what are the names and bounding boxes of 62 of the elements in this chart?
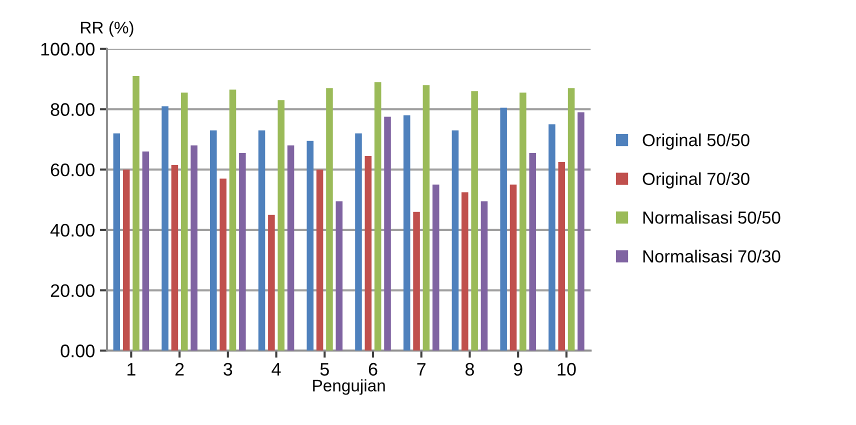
legend-label: Normalisasi 70/30 <box>643 250 780 263</box>
bar <box>510 184 517 351</box>
bar <box>336 201 343 351</box>
legend-label: Original 70/30 <box>642 172 750 188</box>
bar <box>132 76 140 351</box>
bar <box>452 130 459 351</box>
x-tick-label: 9 <box>514 362 522 376</box>
bar <box>258 130 266 351</box>
bar <box>326 88 333 351</box>
x-tick-label: 1 <box>128 363 136 376</box>
bar <box>355 133 362 351</box>
bar <box>180 92 188 351</box>
bar <box>278 100 284 351</box>
y-tick-label: 100.00 <box>41 42 94 56</box>
x-tick-label: 5 <box>320 363 329 376</box>
y-tick-label: 60.00 <box>50 164 94 176</box>
bar <box>268 214 275 351</box>
legend-label: Normalisasi 50/50 <box>643 211 780 224</box>
bar <box>480 201 488 351</box>
bar <box>471 91 478 351</box>
x-tick-label: 10 <box>558 362 576 376</box>
y-tick-label: 40.00 <box>50 224 94 237</box>
y-tick-label: 0.00 <box>60 344 94 358</box>
y-tick-label: 80.00 <box>50 103 94 116</box>
bar <box>142 151 150 351</box>
bar <box>578 112 584 351</box>
bar <box>558 162 566 351</box>
bar <box>287 145 294 351</box>
bar <box>113 133 120 351</box>
bar <box>413 212 420 351</box>
bar <box>500 108 507 351</box>
y-tick-label: 20.00 <box>50 284 94 297</box>
bar <box>548 124 556 351</box>
bar <box>306 140 314 351</box>
bar <box>316 170 324 351</box>
bar <box>220 178 226 351</box>
bar <box>229 90 236 351</box>
bar <box>122 170 130 351</box>
x-tick-label: 2 <box>175 362 184 376</box>
bar <box>171 165 178 351</box>
bar <box>462 192 468 351</box>
x-tick-label: 8 <box>465 362 474 376</box>
bar <box>190 145 198 351</box>
x-tick-label: 7 <box>417 363 426 376</box>
x-tick-label: 6 <box>368 362 378 376</box>
bar <box>374 82 382 351</box>
bar <box>210 130 217 351</box>
bar <box>422 85 430 351</box>
legend-label: Original 50/50 <box>642 134 750 150</box>
bar <box>529 152 536 351</box>
bar <box>364 156 372 351</box>
bar <box>162 106 168 351</box>
bar <box>384 116 391 351</box>
bar <box>568 88 575 351</box>
x-axis-title: Pengujian <box>313 379 385 395</box>
bar <box>432 184 440 351</box>
x-tick-label: 3 <box>224 362 232 376</box>
bar <box>403 115 410 351</box>
x-tick-label: 4 <box>272 363 281 376</box>
bar <box>520 92 526 351</box>
bar <box>239 152 246 351</box>
y-axis-title: RR (%) <box>81 21 134 37</box>
